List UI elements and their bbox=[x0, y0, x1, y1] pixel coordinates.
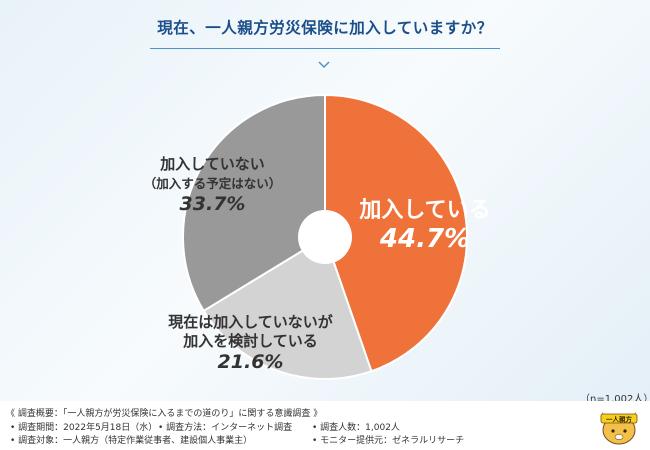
survey-overview: 《 調査概要：「一人親方が労災保険に入るまでの道のり」に関する意識調査 》 bbox=[6, 409, 323, 419]
survey-count: • 調査人数：1,002人 bbox=[312, 423, 400, 433]
sample-size-note: （n=1,002人） bbox=[580, 394, 650, 405]
title-underline bbox=[150, 48, 500, 49]
survey-method: • 調査方法：インターネット調査 bbox=[158, 423, 293, 433]
pie-chart bbox=[182, 93, 469, 380]
survey-target: • 調査対象：一人親方（特定作業従事者、建設個人事業主） bbox=[10, 436, 253, 446]
chart-title: 現在、一人親方労災保険に加入していますか？ bbox=[157, 19, 493, 37]
pie-slice-joined bbox=[324, 93, 469, 373]
chevron-down-icon bbox=[318, 61, 330, 69]
survey-provider: • モニター提供元：ゼネラルリサーチ bbox=[312, 436, 465, 446]
slice-label-not-joined: 加入していない （加入する予定はない） 33.7% bbox=[143, 155, 282, 215]
survey-footer: 《 調査概要：「一人親方が労災保険に入るまでの道のり」に関する意識調査 》 • … bbox=[0, 401, 650, 450]
slice-label-joined: 加入している 44.7% bbox=[359, 198, 491, 254]
pie-center-hole bbox=[298, 210, 352, 264]
pie-slice-considering bbox=[202, 235, 373, 380]
survey-period: • 調査期間：2022年5月18日（水） bbox=[10, 423, 158, 433]
slice-label-considering: 現在は加入していないが 加入を検討している 21.6% bbox=[168, 313, 333, 373]
pie-slice-not-joined bbox=[182, 93, 326, 313]
logo-text: 一人親方 bbox=[606, 415, 633, 424]
mascot-dog-icon: 一人親方 bbox=[600, 412, 638, 445]
